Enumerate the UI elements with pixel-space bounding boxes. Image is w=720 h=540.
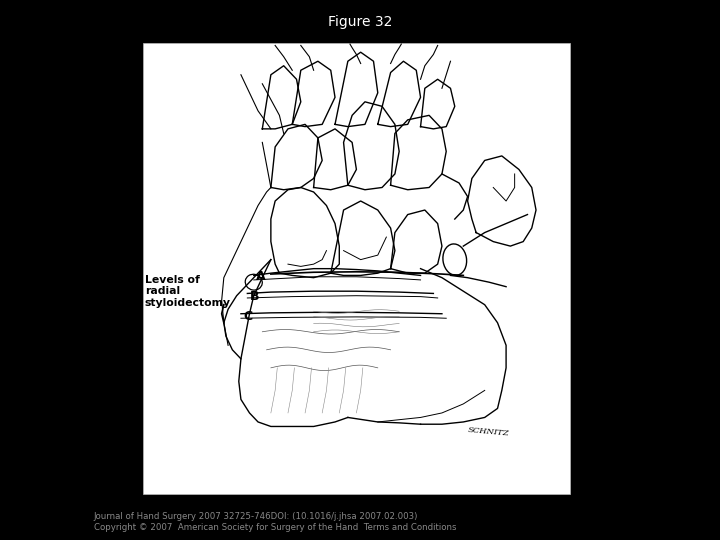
Text: A: A xyxy=(256,270,266,284)
Text: SCHNITZ: SCHNITZ xyxy=(467,426,510,437)
Text: B: B xyxy=(250,290,259,303)
Text: Figure 32: Figure 32 xyxy=(328,15,392,29)
Text: Levels of
radial
styloidectomy: Levels of radial styloidectomy xyxy=(145,275,230,308)
Text: Journal of Hand Surgery 2007 32725-746DOI: (10.1016/j.jhsa 2007.02.003): Journal of Hand Surgery 2007 32725-746DO… xyxy=(94,512,418,521)
Text: C: C xyxy=(243,310,252,323)
Bar xyxy=(143,43,570,494)
Text: Copyright © 2007  American Society for Surgery of the Hand  Terms and Conditions: Copyright © 2007 American Society for Su… xyxy=(94,523,456,532)
